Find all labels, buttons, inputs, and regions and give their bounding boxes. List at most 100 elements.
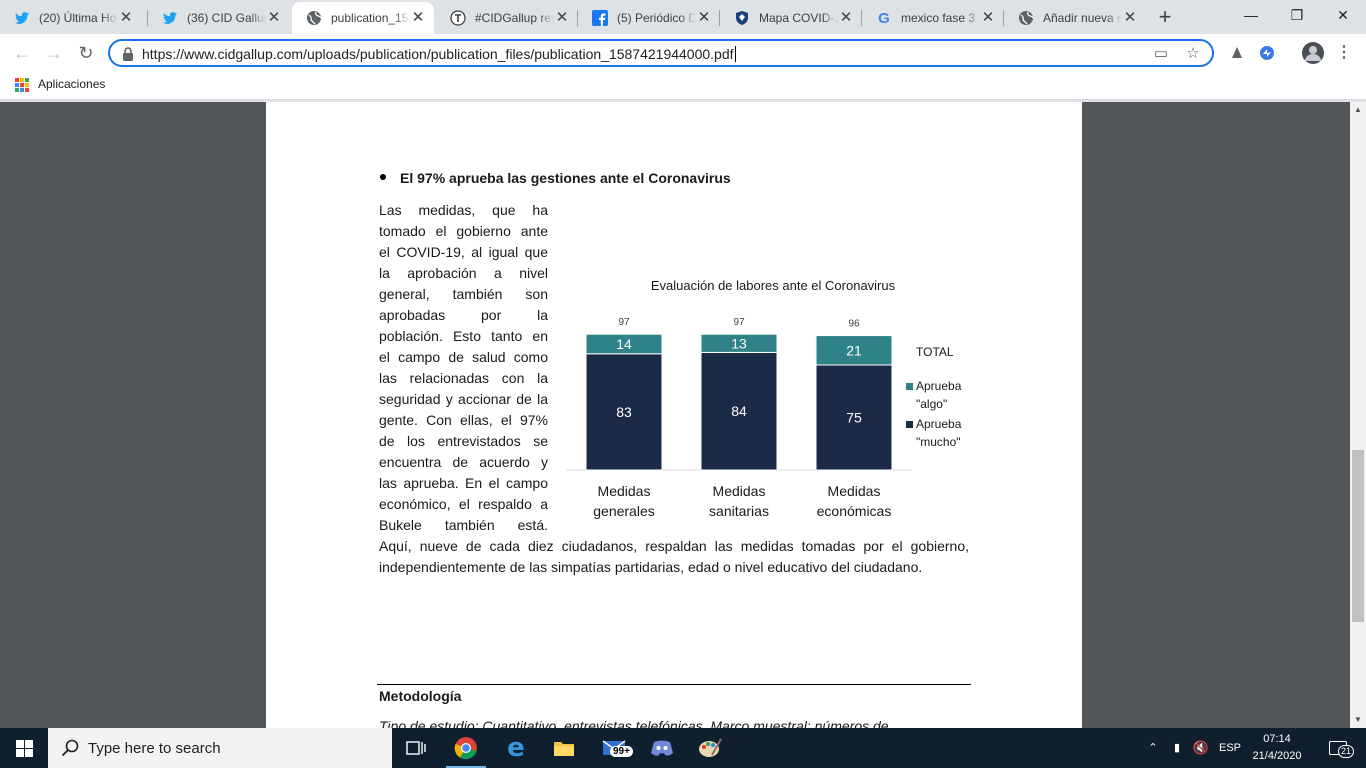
pdf-page: El 97% aprueba las gestiones ante el Cor…: [266, 102, 1082, 728]
start-button[interactable]: [0, 728, 48, 768]
vertical-scrollbar[interactable]: ▲ ▼: [1350, 102, 1366, 728]
bar-segment-algo: [700, 333, 778, 353]
url-text[interactable]: https://www.cidgallup.com/uploads/public…: [142, 46, 734, 62]
lock-icon[interactable]: [122, 47, 134, 61]
paragraph-line: de los entrevistados se: [379, 433, 548, 449]
taskbar-file-explorer[interactable]: [540, 728, 588, 768]
tray-chevron-icon[interactable]: ⌃: [1148, 742, 1158, 754]
body-paragraph-narrow: Las medidas, que ha tomado el gobierno an…: [379, 200, 548, 536]
minimize-button[interactable]: —: [1244, 7, 1258, 23]
tab-label: publication_15874: [331, 11, 410, 25]
browser-tab[interactable]: (5) Periódico Digital✕: [578, 2, 720, 34]
browser-tab[interactable]: publication_15874✕: [292, 2, 434, 34]
tab-close-icon[interactable]: ✕: [411, 9, 425, 26]
battery-icon[interactable]: ▮: [1173, 742, 1181, 754]
browser-tab[interactable]: (36) CID Gallup ✕: [148, 2, 290, 34]
scroll-up-arrow-icon[interactable]: ▲: [1354, 105, 1362, 114]
taskbar-paint[interactable]: [686, 728, 734, 768]
extension-blue-icon[interactable]: [1258, 44, 1276, 62]
volume-muted-icon[interactable]: 🔇: [1192, 740, 1210, 755]
bar-total-label: 96: [848, 319, 860, 330]
scrollbar-thumb[interactable]: [1352, 450, 1364, 622]
taskbar-discord[interactable]: [638, 728, 686, 768]
apps-grid-icon[interactable]: [15, 78, 29, 92]
browser-tab[interactable]: #CIDGallup revela✕: [436, 2, 578, 34]
twitter-icon: [162, 10, 178, 26]
new-tab-button[interactable]: +: [1158, 4, 1172, 29]
bar-value-label: 14: [616, 336, 632, 352]
tab-label: #CIDGallup revela: [475, 11, 554, 25]
pdf-viewer[interactable]: El 97% aprueba las gestiones ante el Cor…: [0, 102, 1350, 728]
tab-close-icon[interactable]: ✕: [697, 9, 711, 26]
total-legend-label: TOTAL: [916, 345, 954, 359]
forward-button[interactable]: →: [45, 43, 63, 63]
google-icon: G: [878, 9, 890, 27]
browser-tab[interactable]: (20) Última Hora✕: [0, 2, 142, 34]
chrome-icon: [454, 737, 477, 760]
bar-segment-mucho: [585, 353, 663, 471]
taskbar-chrome[interactable]: [442, 728, 490, 768]
cast-icon[interactable]: ▭: [1153, 45, 1169, 62]
close-window-button[interactable]: ✕: [1337, 7, 1349, 23]
browser-tab[interactable]: Añadir nueva entrada✕: [1004, 2, 1146, 34]
category-label: generales: [593, 503, 655, 519]
extension-icon[interactable]: [1228, 44, 1246, 62]
restore-button[interactable]: ❐: [1290, 7, 1304, 23]
shield-icon: [734, 10, 750, 26]
clock[interactable]: 07:14 21/4/2020: [1246, 731, 1308, 765]
tab-close-icon[interactable]: ✕: [1123, 9, 1137, 26]
bar-value-label: 75: [846, 410, 862, 426]
globe-icon: [306, 10, 322, 26]
folder-icon: [554, 742, 574, 756]
paragraph-line: Bukele también está.: [379, 517, 548, 533]
taskbar-mail[interactable]: 99+: [590, 728, 638, 768]
tab-label: mexico fase 3 -: [901, 11, 980, 25]
paint-palette-icon: [699, 738, 722, 757]
bar-total-label: 97: [733, 317, 745, 328]
task-view-icon: [406, 741, 426, 755]
category-label: Medidas: [713, 483, 766, 499]
task-view-button[interactable]: [392, 728, 440, 768]
notifications-count: 21: [1338, 745, 1355, 758]
windows-logo-icon: [15, 739, 33, 757]
bar-segment-algo: [815, 335, 893, 366]
taskbar-search[interactable]: Type here to search: [48, 728, 392, 768]
bookmark-star-icon[interactable]: ☆: [1186, 45, 1200, 62]
scroll-down-arrow-icon[interactable]: ▼: [1354, 715, 1362, 724]
twitter-icon: [14, 10, 30, 26]
bar-value-label: 21: [846, 342, 862, 358]
legend-swatch: [906, 383, 913, 390]
browser-tab[interactable]: Mapa COVID-19✕: [720, 2, 862, 34]
tab-close-icon[interactable]: ✕: [267, 9, 281, 26]
bookmarks-bar: Aplicaciones: [0, 72, 1366, 100]
menu-kebab-icon[interactable]: ⋮: [1336, 44, 1352, 61]
tab-close-icon[interactable]: ✕: [839, 9, 853, 26]
bullet-heading-text: El 97% aprueba las gestiones ante el Cor…: [400, 170, 731, 186]
tab-label: (20) Última Hora: [39, 11, 118, 25]
avatar[interactable]: [1302, 42, 1324, 64]
apps-link[interactable]: Aplicaciones: [38, 77, 106, 91]
reload-button[interactable]: ↻: [78, 43, 94, 63]
tab-close-icon[interactable]: ✕: [981, 9, 995, 26]
clock-date: 21/4/2020: [1252, 750, 1302, 762]
section-title: Metodología: [379, 688, 462, 704]
tab-close-icon[interactable]: ✕: [119, 9, 133, 26]
taskbar-edge[interactable]: e: [492, 728, 540, 768]
bullet-heading: El 97% aprueba las gestiones ante el Cor…: [380, 170, 731, 186]
action-center-button[interactable]: 21: [1318, 728, 1358, 768]
bar-total-label: 97: [618, 317, 630, 328]
address-bar[interactable]: https://www.cidgallup.com/uploads/public…: [108, 39, 1214, 67]
methodology-text: Tipo de estudio: Cuantitativo, entrevist…: [379, 718, 889, 728]
paragraph-line: Las medidas, que ha: [379, 202, 548, 218]
tab-label: Mapa COVID-19: [759, 11, 838, 25]
legend-label: Aprueba: [916, 379, 962, 393]
tab-label: Añadir nueva entrada: [1043, 11, 1122, 25]
paragraph-line: gente. Con ellas, el 97%: [379, 412, 548, 428]
back-button[interactable]: ←: [13, 43, 31, 63]
tab-close-icon[interactable]: ✕: [555, 9, 569, 26]
tab-label: (5) Periódico Digital: [617, 11, 696, 25]
language-indicator[interactable]: ESP: [1218, 742, 1241, 754]
paragraph-line: población. Esto tanto en: [379, 328, 548, 344]
clock-time: 07:14: [1263, 733, 1291, 745]
